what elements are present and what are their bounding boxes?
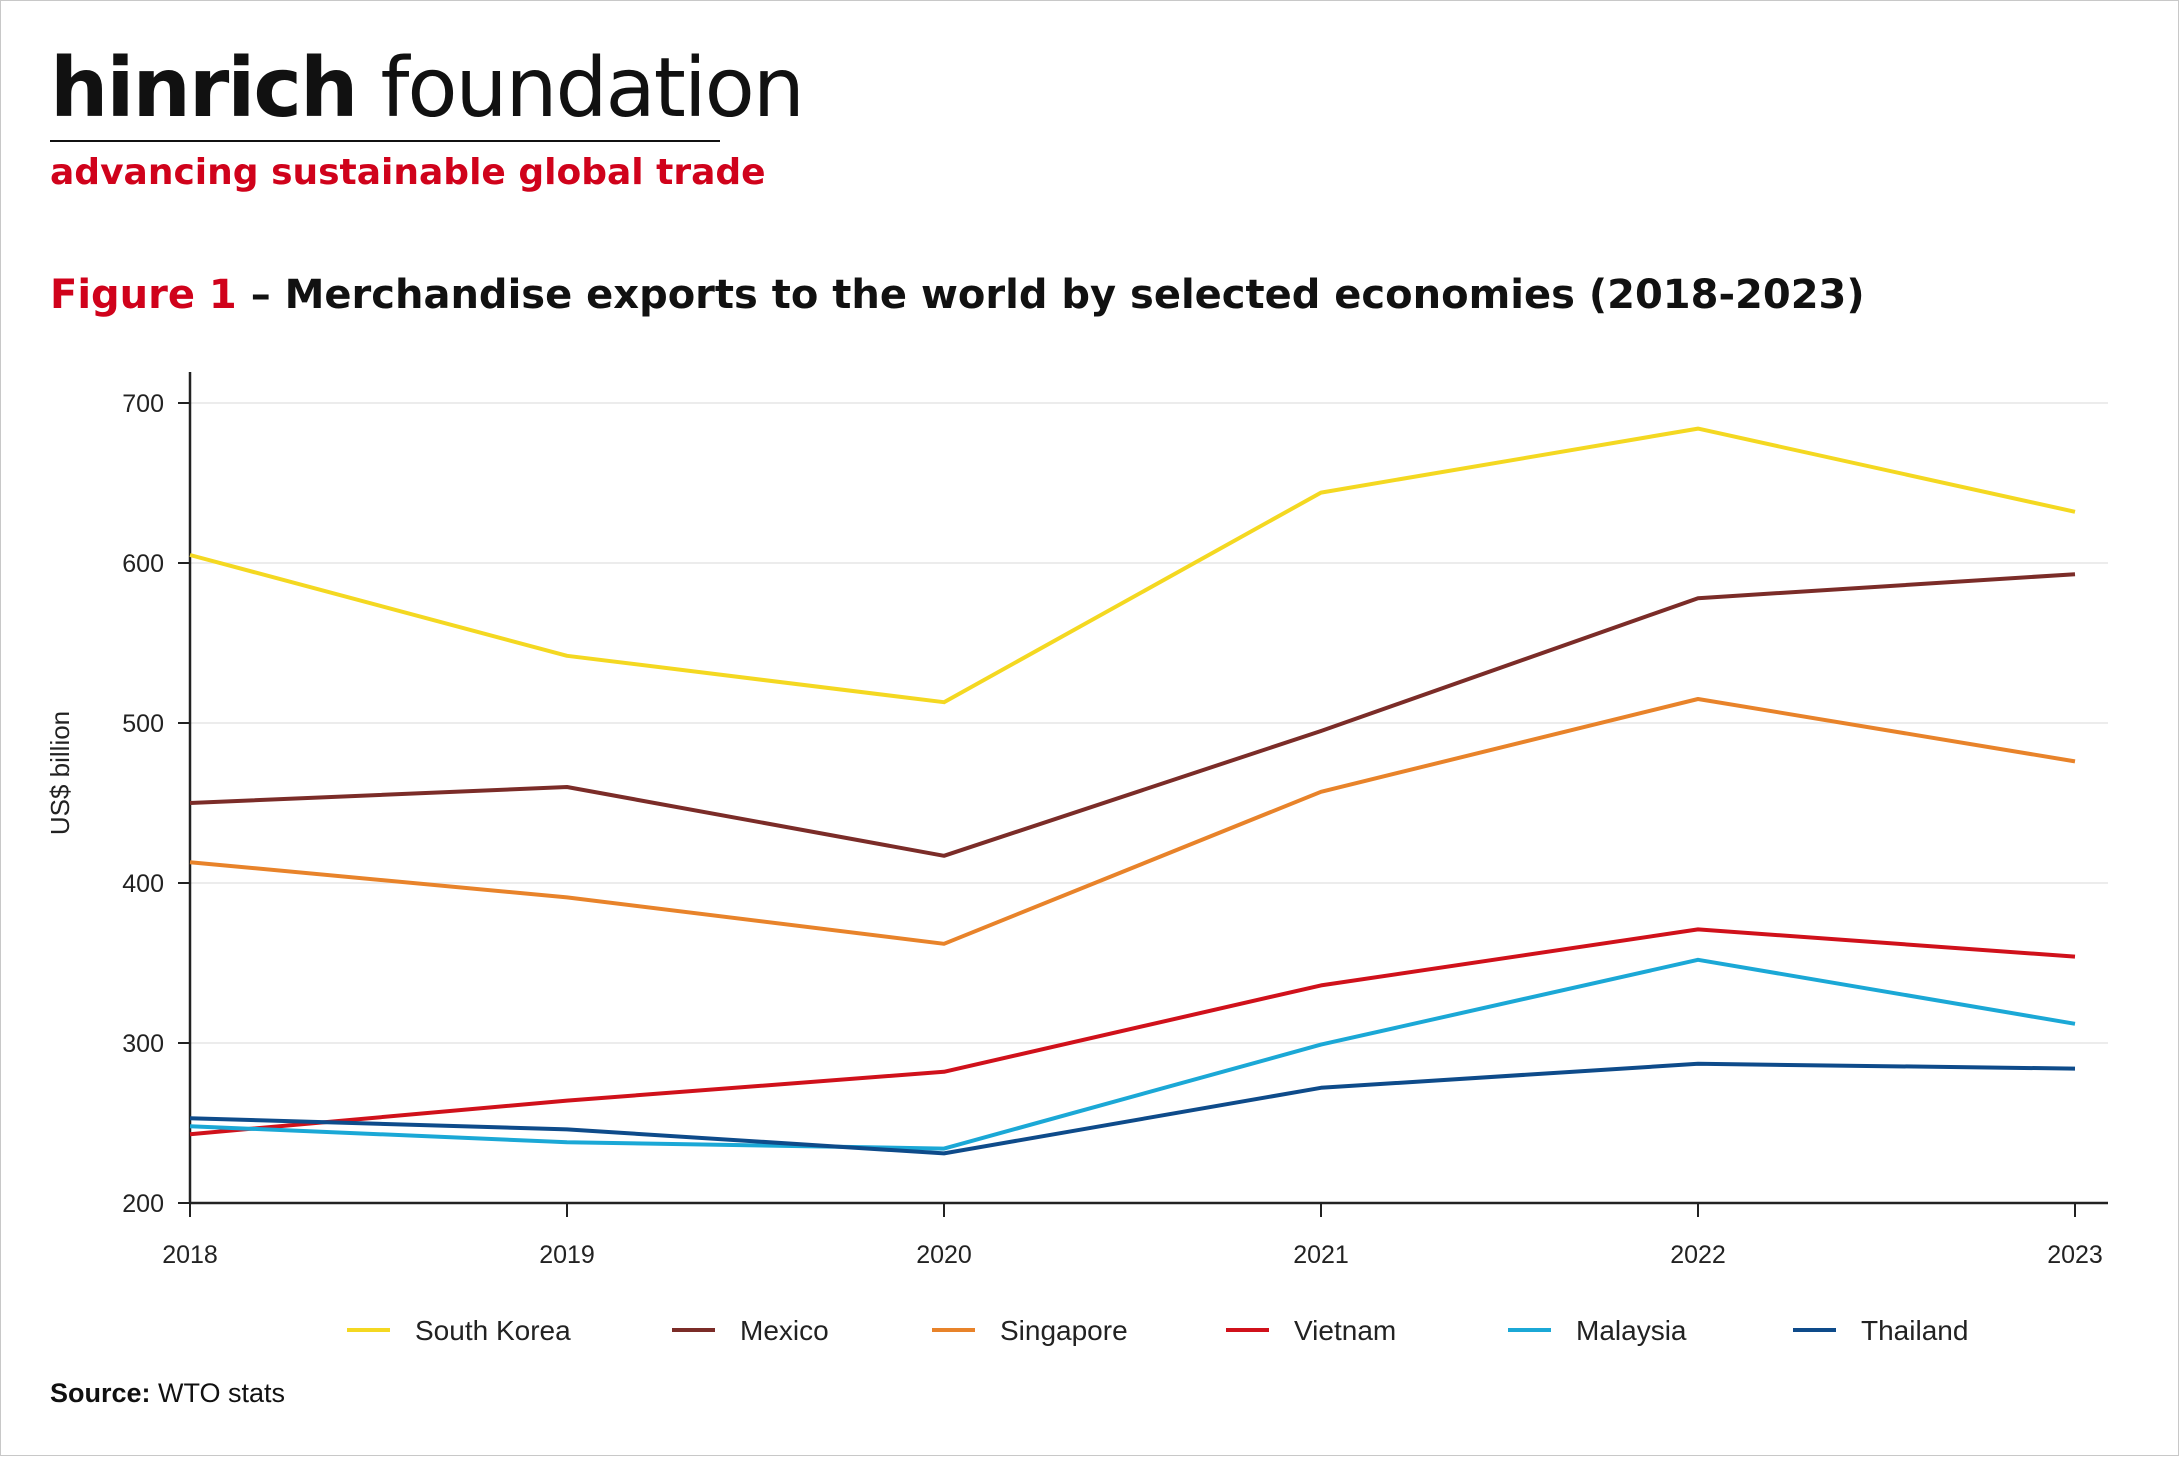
axes: 200 300 400 500 600 700 2018 2019 2020 2021 2022 20… [45, 372, 2108, 1269]
series-line-malaysia [189, 957, 2076, 1151]
y-tick-label-700: 700 [122, 390, 164, 418]
legend-label-south-korea: South Korea [415, 1315, 571, 1346]
y-tick-label-400: 400 [122, 870, 164, 898]
series-line-thailand [189, 1061, 2076, 1156]
figure-title: Figure 1 – Merchandise exports to the wo… [50, 272, 1865, 318]
brand-name-bold: hinrich [50, 41, 358, 136]
brand-logo: hinrich foundation advancing sustainable… [50, 48, 805, 193]
y-tick-label-600: 600 [122, 550, 164, 578]
y-tick-label-200: 200 [122, 1190, 164, 1218]
source-label: Source: [50, 1378, 151, 1408]
x-tick-label-2019: 2019 [539, 1241, 595, 1269]
series-line-south-korea [189, 426, 2076, 705]
y-axis-title: US$ billion [45, 711, 75, 835]
legend-label-thailand: Thailand [1861, 1315, 1968, 1346]
series-line-vietnam [189, 927, 2076, 1137]
x-tick-label-2018: 2018 [162, 1241, 218, 1269]
series-line-mexico [189, 572, 2076, 858]
x-tick-label-2020: 2020 [916, 1241, 972, 1269]
gridlines [190, 402, 2108, 1044]
x-tick-label-2023: 2023 [2047, 1241, 2103, 1269]
series-lines [189, 426, 2076, 1156]
x-tick-label-2022: 2022 [1670, 1241, 1726, 1269]
legend: South Korea Mexico Singapore Vietnam Malaysi… [347, 1315, 1968, 1346]
brand-divider [50, 140, 720, 142]
legend-label-malaysia: Malaysia [1576, 1315, 1687, 1346]
source-text: WTO stats [150, 1378, 286, 1408]
legend-label-mexico: Mexico [740, 1315, 829, 1346]
brand-tagline: advancing sustainable global trade [50, 152, 766, 193]
legend-label-vietnam: Vietnam [1294, 1315, 1396, 1346]
brand-name-light: foundation [356, 41, 804, 136]
brand-name: hinrich foundation [50, 48, 805, 130]
source-note: Source: WTO stats [50, 1378, 285, 1409]
x-tick-label-2021: 2021 [1293, 1241, 1349, 1269]
y-tick-label-500: 500 [122, 710, 164, 738]
legend-label-singapore: Singapore [1000, 1315, 1128, 1346]
series-line-singapore [189, 697, 2076, 946]
figure-title-text: – Merchandise exports to the world by se… [236, 272, 1865, 318]
figure-number: Figure 1 [50, 272, 237, 318]
y-tick-label-300: 300 [122, 1030, 164, 1058]
